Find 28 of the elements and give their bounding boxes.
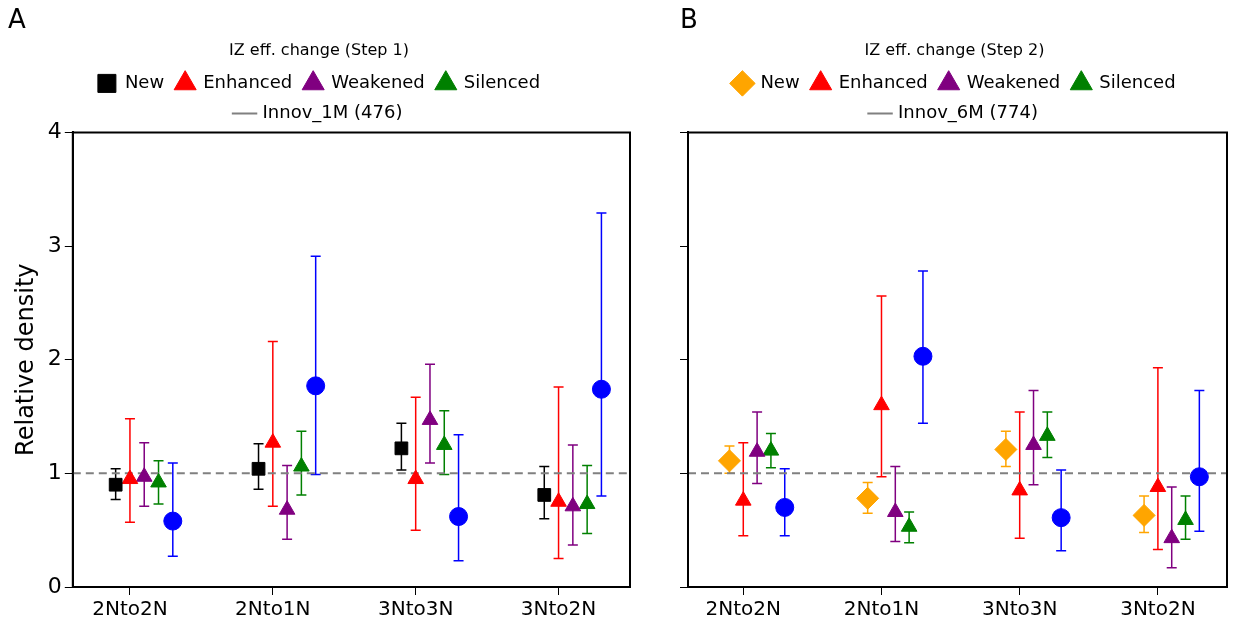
x-tick-label: 3Nto2N [1120,596,1196,621]
legend-label: Silenced [1099,71,1176,93]
legend-label: New [124,71,165,93]
x-tick-label: 2Nto2N [92,596,168,621]
legend-title: IZ eff. change (Step 1) [229,40,409,60]
y-tick-label: 2 [47,345,62,371]
y-tick-label: 1 [47,459,62,485]
legend-label: Enhanced [203,71,293,93]
x-tick-label: 3Nto2N [520,596,597,621]
legend-label: Innov_1M (476) [262,101,403,124]
legend-label: Silenced [463,71,541,93]
y-tick-label: 0 [47,572,62,598]
legend-label: Enhanced [838,71,928,93]
x-tick-label: 2Nto2N [705,596,782,621]
x-tick-label: 2Nto1N [235,596,311,621]
legend-label: Weakened [331,71,425,93]
legend-label: Innov_6M (774) [898,101,1038,124]
y-axis-title: Relative density [10,263,39,456]
legend-label: New [760,71,800,93]
y-tick-label: 4 [47,118,62,144]
legend-label: Weakened [966,71,1061,93]
y-tick-label: 3 [47,231,62,257]
x-tick-label: 2Nto1N [843,596,920,621]
x-tick-label: 3Nto3N [377,596,454,621]
chart-title: B [680,4,698,35]
chart-title: A [8,4,26,35]
x-tick-label: 3Nto3N [981,596,1058,621]
legend-title: IZ eff. change (Step 2) [864,40,1045,60]
